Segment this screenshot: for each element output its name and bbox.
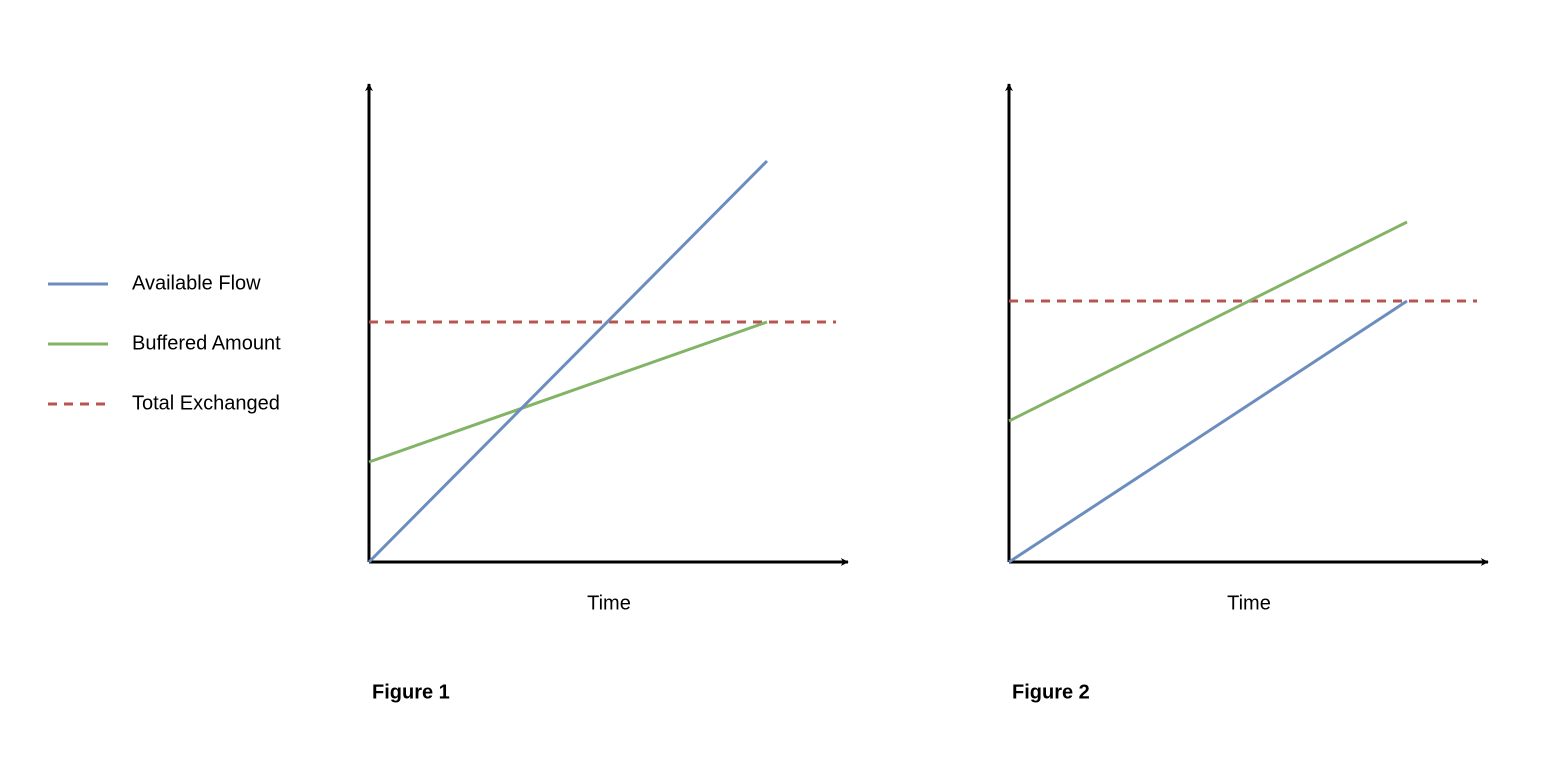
available-flow-line — [1008, 299, 1408, 564]
buffered-amount-line — [1008, 220, 1408, 423]
available-flow-line — [367, 159, 769, 564]
legend-label: Total Exchanged — [132, 392, 280, 414]
figure-caption: Figure 2 — [1012, 681, 1090, 703]
x-axis-label: Time — [1227, 592, 1271, 614]
legend: Available Flow Buffered Amount Total Exc… — [48, 272, 281, 414]
figure-1: Time Figure 1 — [365, 83, 849, 703]
legend-label: Available Flow — [132, 272, 261, 294]
figure-caption: Figure 1 — [372, 681, 450, 703]
figure-2: Time Figure 2 — [1005, 83, 1489, 703]
buffered-amount-line — [368, 320, 768, 464]
legend-label: Buffered Amount — [132, 332, 281, 354]
x-axis-label: Time — [587, 592, 631, 614]
